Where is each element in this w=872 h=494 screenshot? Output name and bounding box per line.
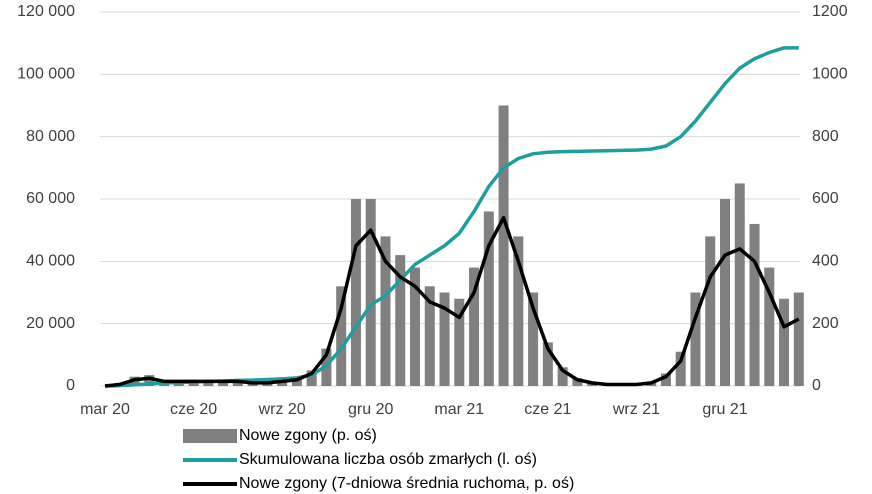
bar xyxy=(483,211,494,386)
bar xyxy=(469,267,480,386)
bar xyxy=(557,367,568,386)
bar xyxy=(528,292,539,386)
y-tick-label: 40 000 xyxy=(26,253,75,270)
bar xyxy=(720,199,730,386)
bar xyxy=(690,292,701,386)
x-tick-label: wrz 20 xyxy=(258,401,306,418)
x-tick-label: wrz 21 xyxy=(612,401,660,418)
bar xyxy=(336,286,347,386)
bar xyxy=(513,236,524,386)
bar xyxy=(291,378,302,386)
x-tick-label: cze 21 xyxy=(524,401,571,418)
x-tick-label: mar 20 xyxy=(80,401,130,418)
bar xyxy=(306,370,317,386)
bar xyxy=(749,223,760,386)
bar xyxy=(542,342,553,386)
bar xyxy=(779,298,790,386)
bar xyxy=(439,292,450,386)
bar xyxy=(572,378,583,386)
bar xyxy=(424,286,435,386)
y2-tick-label: 1200 xyxy=(812,3,848,20)
x-tick-label: mar 21 xyxy=(434,401,484,418)
x-tick-label: gru 20 xyxy=(348,401,393,418)
bar xyxy=(734,183,745,386)
bar xyxy=(793,292,804,386)
y-tick-label: 80 000 xyxy=(26,128,75,145)
y2-tick-label: 400 xyxy=(812,253,839,270)
y2-tick-label: 200 xyxy=(812,315,839,332)
bar xyxy=(203,380,214,386)
y-tick-label: 100 000 xyxy=(17,66,75,83)
bar xyxy=(218,381,229,386)
x-tick-label: gru 21 xyxy=(702,401,747,418)
legend-swatch xyxy=(183,429,237,443)
bar xyxy=(454,298,465,386)
bar xyxy=(395,255,406,386)
y2-tick-label: 800 xyxy=(812,128,839,145)
line xyxy=(104,215,800,388)
bar xyxy=(350,199,361,386)
bar xyxy=(232,381,243,386)
x-tick-label: cze 20 xyxy=(170,401,217,418)
bar xyxy=(705,236,716,386)
y-tick-label: 60 000 xyxy=(26,190,75,207)
bar xyxy=(675,351,686,386)
bar xyxy=(498,105,509,386)
legend-label: Nowe zgony (p. oś) xyxy=(239,427,377,444)
bar xyxy=(365,199,376,386)
legend-label: Skumulowana liczba osób zmarłych (l. oś) xyxy=(239,451,537,468)
y-tick-label: 120 000 xyxy=(17,3,75,20)
bar xyxy=(144,375,155,386)
y2-tick-label: 600 xyxy=(812,190,839,207)
y2-tick-label: 1000 xyxy=(812,66,848,83)
legend-label: Nowe zgony (7-dniowa średnia ruchoma, p.… xyxy=(239,475,574,492)
y2-tick-label: 0 xyxy=(812,377,821,394)
bar xyxy=(410,267,420,386)
bar xyxy=(380,236,391,386)
y-tick-label: 0 xyxy=(66,377,75,394)
bar xyxy=(764,267,775,386)
bar xyxy=(660,373,671,386)
y-tick-label: 20 000 xyxy=(26,315,75,332)
